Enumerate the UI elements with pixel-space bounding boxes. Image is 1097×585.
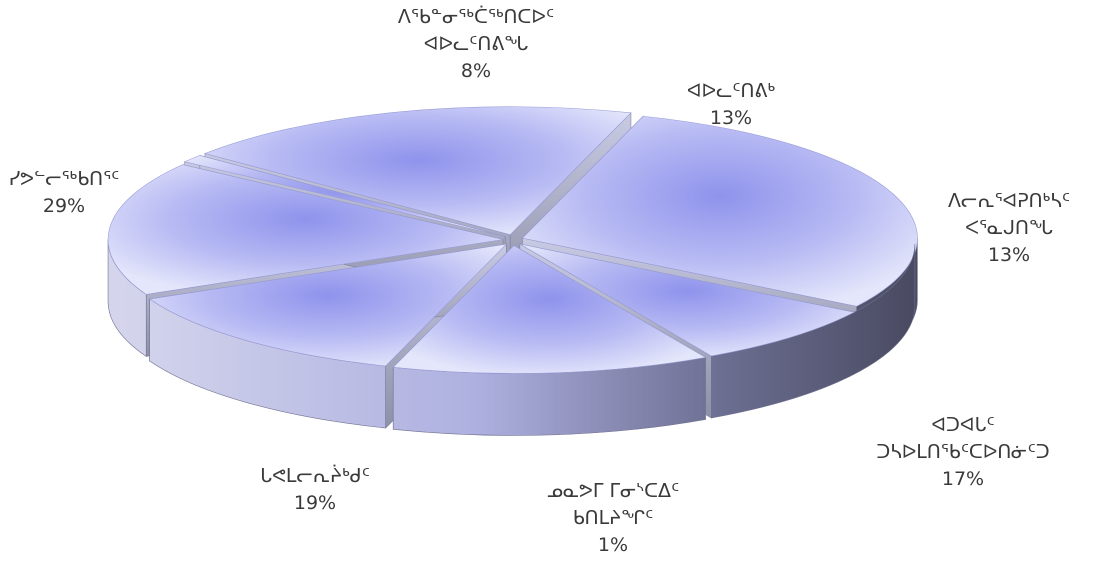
slice-percent-label: 13% — [709, 107, 753, 129]
slice-label-text: ᐸᕐᓇᒍᑎᖓ — [965, 217, 1053, 239]
slice-label-text: ᑲᑎᒪᔨᖏᑦ — [572, 507, 654, 529]
slice-label-4: ᒐᕙᒪᓕᕆᔩᒃᑯᑦ 19% — [260, 463, 370, 517]
pie-slice-0 — [392, 244, 707, 436]
pie-slice-top — [521, 115, 918, 307]
slice-label-0: ᐊᐅᓚᑦᑎᕕᒃ 13% — [687, 78, 775, 132]
slice-label-5: ᓯᕗᓪᓕᖅᑲᑎᕐᑦ 29% — [9, 166, 120, 220]
slice-percent-label: 19% — [293, 492, 337, 514]
slice-percent-label: 17% — [941, 468, 985, 490]
pie-slice-top — [148, 243, 508, 367]
slice-label-text: ᐊᑐᐊᒐᑦ — [931, 414, 995, 436]
pie-slice-top — [203, 106, 632, 236]
slice-label-text: ᐊᐅᓚᑦᑎᕕᒃ — [686, 80, 776, 102]
slice-label-1: ᐱᓕᕆᕐᐊᕈᑎᒃᓴᑦ ᐸᕐᓇᒍᑎᖓ 13% — [948, 188, 1070, 269]
slice-label-3: ᓄᓇᕗᒥ ᒥᓂᔅᑕᐃᑦ ᑲᑎᒪᔨᖏᑦ 1% — [547, 478, 680, 559]
slice-label-text: ᒐᕙᒪᓕᕆᔩᒃᑯᑦ — [260, 465, 370, 487]
pie-slice-top — [183, 155, 506, 237]
pie-slice-top — [107, 164, 504, 295]
slice-percent-label: 1% — [597, 534, 629, 556]
slice-label-text: ᐱᖃᓐᓂᖅᑖᖅᑎᑕᐅᑦ — [397, 6, 555, 28]
slice-label-text: ᓄᓇᕗᒥ ᒥᓂᔅᑕᐃᑦ — [546, 480, 680, 502]
slice-label-text: ᐊᐅᓚᑦᑎᕕᖓ — [423, 33, 529, 55]
slice-percent-label: 13% — [987, 244, 1031, 266]
pie-slice-top — [519, 243, 856, 357]
slice-label-text: ᑐᓴᐅᒪᑎᖃᑦᑕᐅᑎᓃᑦᑐ — [876, 441, 1050, 463]
pie-slice-top — [392, 245, 707, 374]
slice-label-text: ᐱᓕᕆᕐᐊᕈᑎᒃᓴᑦ — [948, 190, 1070, 212]
pie-slice-side — [711, 243, 916, 419]
slice-percent-label: 8% — [460, 60, 492, 82]
slice-label-text: ᓯᕗᓪᓕᖅᑲᑎᕐᑦ — [8, 168, 120, 190]
slice-label-2: ᐊᑐᐊᒐᑦ ᑐᓴᐅᒪᑎᖃᑦᑕᐅᑎᓃᑦᑐ 17% — [876, 412, 1049, 493]
slice-percent-label: 29% — [42, 195, 86, 217]
slice-label-6: ᐱᖃᓐᓂᖅᑖᖅᑎᑕᐅᑦ ᐊᐅᓚᑦᑎᕕᖓ 8% — [398, 4, 554, 85]
